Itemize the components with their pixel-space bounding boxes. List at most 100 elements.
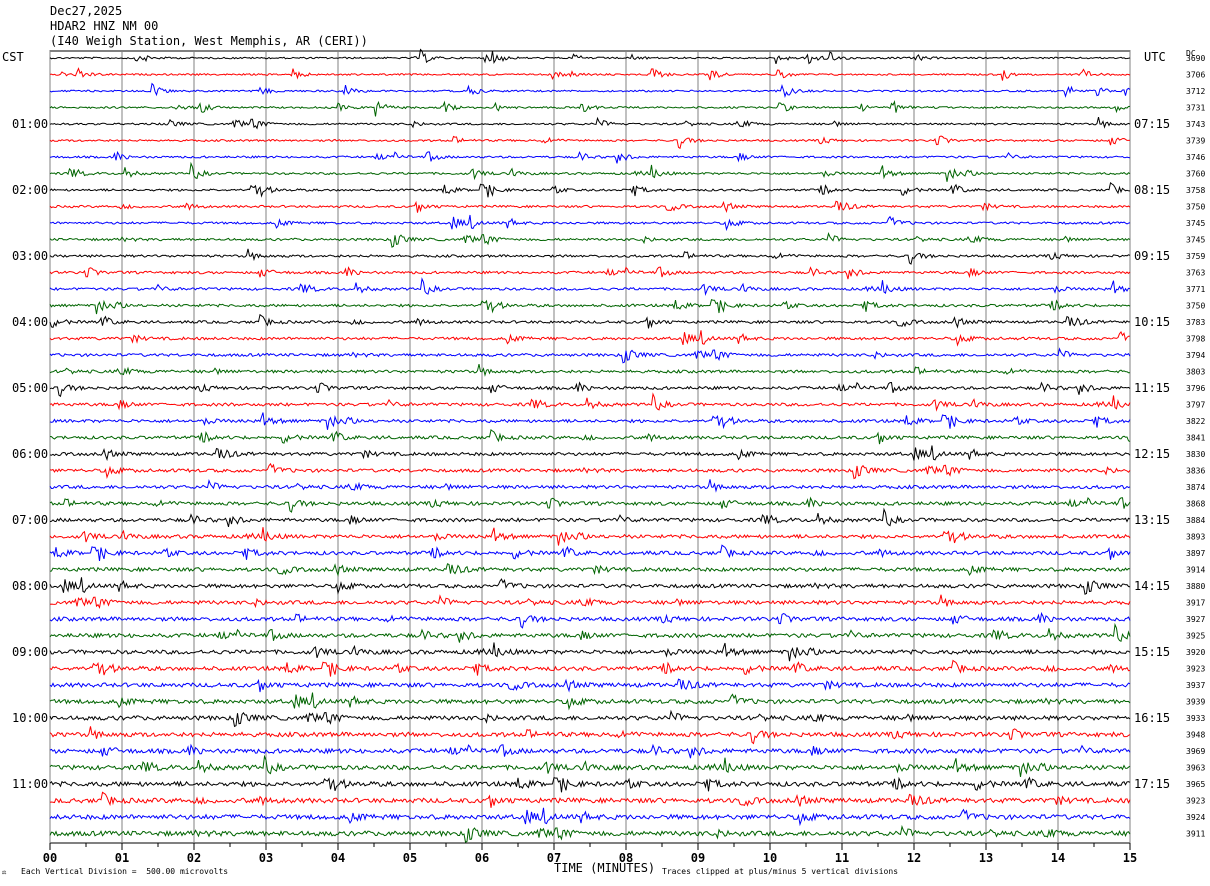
hour-label-right: 16:15: [1134, 711, 1170, 725]
dc-offset-label: 3897: [1186, 549, 1205, 558]
hour-label-right: 11:15: [1134, 381, 1170, 395]
trace-row: [49, 754, 1131, 777]
trace-row: [49, 82, 1131, 99]
dc-offset-label: 3743: [1186, 120, 1205, 129]
dc-offset-label: 3783: [1186, 318, 1205, 327]
trace-row: [49, 429, 1131, 445]
dc-offset-label: 3868: [1186, 500, 1205, 509]
trace-row: [49, 527, 1131, 546]
x-tick-label: 01: [115, 851, 129, 865]
trace-row: [49, 161, 1131, 182]
dc-offset-label: 3758: [1186, 186, 1205, 195]
hour-label-right: 17:15: [1134, 777, 1170, 791]
header-station: HDAR2 HNZ NM 00: [50, 19, 159, 33]
hour-label-left: 07:00: [12, 513, 48, 527]
x-tick-label: 09: [691, 851, 705, 865]
dc-offset-label: 3797: [1186, 401, 1205, 410]
trace-row: [49, 135, 1131, 150]
dc-offset-label: 3963: [1186, 764, 1205, 773]
dc-offset-label: 3927: [1186, 615, 1205, 624]
trace-row: [49, 622, 1131, 643]
trace-row: [49, 678, 1131, 693]
dc-offset-label: 3760: [1186, 170, 1205, 179]
dc-offset-label: 3746: [1186, 153, 1205, 162]
dc-offset-label: 3822: [1186, 417, 1205, 426]
trace-row: [49, 182, 1131, 198]
trace-row: [49, 330, 1131, 347]
dc-offset-label: 3939: [1186, 698, 1205, 707]
x-tick-label: 13: [979, 851, 993, 865]
hour-label-left: 06:00: [12, 447, 48, 461]
trace-row: [49, 150, 1131, 164]
hour-label-left: 02:00: [12, 183, 48, 197]
hour-label-left: 11:00: [12, 777, 48, 791]
trace-row: [49, 299, 1131, 315]
x-tick-label: 15: [1123, 851, 1137, 865]
trace-row: [49, 392, 1131, 412]
dc-offset-label: 3763: [1186, 269, 1205, 278]
axis-labels: 00 01 02 03 04 05 06 07 08 09 10 11 12 13 14 15 3690 3706…: [12, 54, 1205, 865]
dc-offset-label: 3924: [1186, 813, 1205, 822]
dc-offset-label: 3731: [1186, 104, 1205, 113]
header-location: (I40 Weigh Station, West Memphis, AR (CE…: [50, 34, 368, 48]
hour-label-right: 07:15: [1134, 117, 1170, 131]
dc-offset-label: 3920: [1186, 648, 1205, 657]
trace-row: [49, 594, 1131, 609]
trace-row: [49, 232, 1131, 248]
trace-row: [49, 743, 1131, 759]
hour-label-right: 13:15: [1134, 513, 1170, 527]
dc-offset-label: 3874: [1186, 483, 1205, 492]
dc-offset-label: 3923: [1186, 665, 1205, 674]
trace-row: [49, 116, 1131, 130]
x-tick-label: 03: [259, 851, 273, 865]
traces: [49, 48, 1131, 843]
dc-offset-label: 3794: [1186, 351, 1205, 360]
dc-offset-label: 3884: [1186, 516, 1205, 525]
hour-label-left: 01:00: [12, 117, 48, 131]
hour-label-left: 10:00: [12, 711, 48, 725]
dc-offset-label: 3969: [1186, 747, 1205, 756]
trace-row: [49, 709, 1131, 728]
dc-offset-label: 3911: [1186, 830, 1205, 839]
trace-row: [49, 381, 1131, 398]
trace-row: [49, 48, 1131, 65]
dc-offset-label: 3750: [1186, 203, 1205, 212]
hour-label-right: 14:15: [1134, 579, 1170, 593]
x-tick-label: 00: [43, 851, 57, 865]
trace-row: [49, 659, 1131, 677]
trace-row: [49, 807, 1131, 827]
trace-row: [49, 266, 1131, 280]
trace-row: [49, 577, 1131, 595]
dc-offset-label: 3893: [1186, 533, 1205, 542]
trace-row: [49, 479, 1131, 493]
x-tick-label: 02: [187, 851, 201, 865]
x-tick-label: 07: [547, 851, 561, 865]
trace-row: [49, 214, 1131, 232]
header-date: Dec27,2025: [50, 4, 123, 18]
trace-row: [49, 277, 1131, 296]
dc-offset-label: 3750: [1186, 302, 1205, 311]
dc-label: DC: [1186, 49, 1196, 58]
grid-lines: [49, 50, 1131, 850]
trace-row: [49, 563, 1131, 577]
dc-offset-label: 3933: [1186, 714, 1205, 723]
x-tick-label: 06: [475, 851, 489, 865]
scale-note: Each Vertical Division = 500.00 microvol…: [21, 867, 229, 876]
trace-row: [49, 445, 1131, 462]
dc-offset-label: 3830: [1186, 450, 1205, 459]
x-tick-label: 12: [907, 851, 921, 865]
dc-offset-label: 3771: [1186, 285, 1205, 294]
trace-row: [49, 611, 1131, 629]
trace-row: [49, 791, 1131, 808]
hour-label-right: 08:15: [1134, 183, 1170, 197]
trace-row: [49, 692, 1131, 711]
x-tick-label: 04: [331, 851, 345, 865]
dc-offset-label: 3712: [1186, 87, 1205, 96]
dc-offset-label: 3706: [1186, 71, 1205, 80]
hour-label-left: 04:00: [12, 315, 48, 329]
dc-offset-label: 3745: [1186, 219, 1205, 228]
x-tick-label: 05: [403, 851, 417, 865]
trace-row: [49, 776, 1131, 793]
trace-row: [49, 507, 1131, 528]
